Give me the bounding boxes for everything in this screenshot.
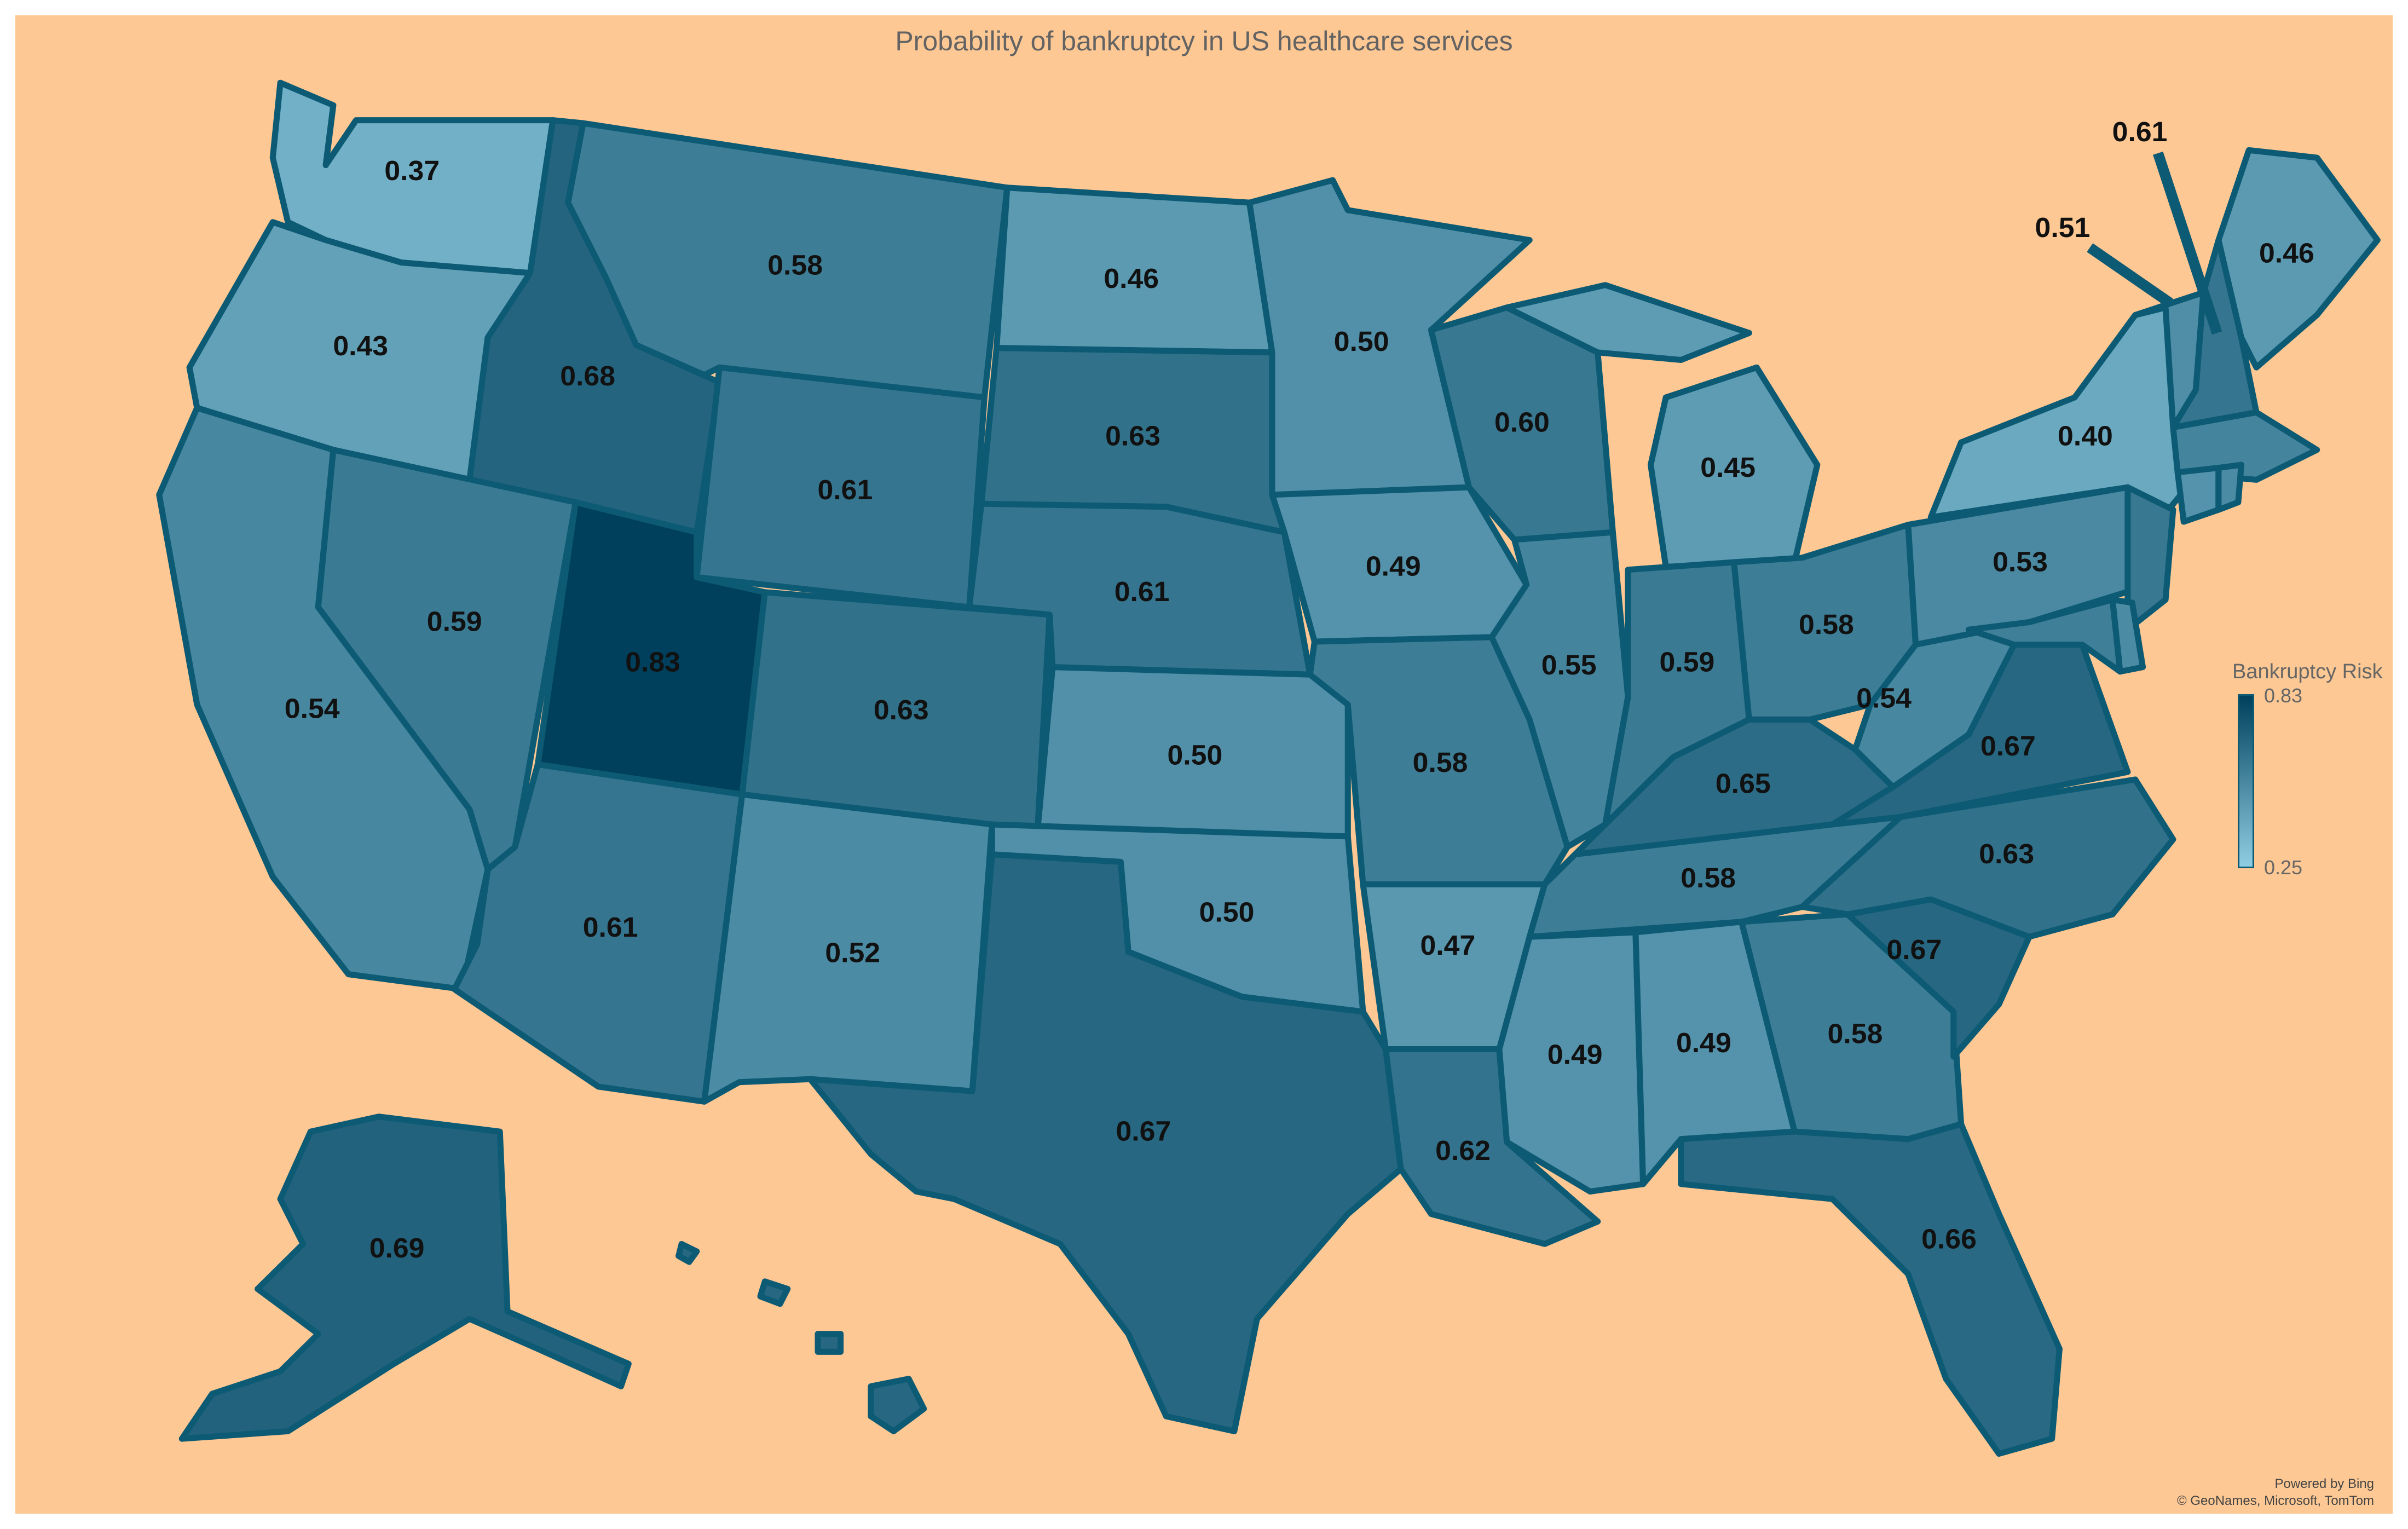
value-label-michigan: 0.45 bbox=[1700, 451, 1756, 483]
value-label-arizona: 0.61 bbox=[583, 911, 638, 943]
state-maine[interactable] bbox=[2215, 147, 2381, 371]
state-massachusetts[interactable] bbox=[2170, 409, 2320, 483]
value-label-missouri: 0.58 bbox=[1413, 746, 1468, 778]
callouts-layer bbox=[2087, 151, 2222, 335]
value-label-oregon: 0.43 bbox=[333, 330, 388, 361]
callout-line-new-hampshire bbox=[2153, 151, 2222, 335]
value-label-illinois: 0.55 bbox=[1541, 649, 1597, 680]
value-label-mississippi: 0.49 bbox=[1547, 1038, 1603, 1070]
value-label-new-mexico: 0.52 bbox=[825, 937, 880, 968]
value-label-kansas: 0.50 bbox=[1168, 739, 1223, 771]
value-label-alaska: 0.69 bbox=[369, 1232, 425, 1263]
state-connecticut[interactable] bbox=[2174, 465, 2222, 525]
value-label-wisconsin: 0.60 bbox=[1494, 406, 1550, 438]
value-label-kentucky: 0.65 bbox=[1716, 768, 1771, 799]
value-label-washington: 0.37 bbox=[384, 154, 440, 186]
value-label-iowa: 0.49 bbox=[1366, 550, 1421, 582]
attribution-powered-by: Powered by Bing bbox=[2274, 1476, 2374, 1491]
value-label-new-york: 0.40 bbox=[2058, 420, 2113, 452]
state-north-carolina[interactable] bbox=[1799, 776, 2176, 940]
state-hawaii[interactable] bbox=[675, 1240, 927, 1434]
value-label-idaho: 0.68 bbox=[560, 360, 615, 391]
value-label-texas: 0.67 bbox=[1116, 1115, 1171, 1147]
value-label-maine: 0.46 bbox=[2259, 237, 2314, 269]
value-label-montana: 0.58 bbox=[767, 249, 823, 281]
state-illinois[interactable] bbox=[1488, 529, 1631, 850]
chart-title: Probability of bankruptcy in US healthca… bbox=[895, 26, 1513, 56]
value-label-virginia: 0.67 bbox=[1980, 730, 2036, 761]
legend-title: Bankruptcy Risk bbox=[2232, 660, 2383, 683]
value-label-georgia: 0.58 bbox=[1828, 1018, 1883, 1049]
value-label-minnesota: 0.50 bbox=[1334, 325, 1389, 357]
state-texas[interactable] bbox=[807, 851, 1404, 1434]
state-kansas[interactable] bbox=[1034, 664, 1351, 840]
state-florida[interactable] bbox=[1678, 1121, 2063, 1457]
value-label-colorado: 0.63 bbox=[874, 694, 929, 725]
value-label-california: 0.54 bbox=[285, 693, 340, 724]
legend-min-label: 0.25 bbox=[2264, 856, 2303, 879]
value-label-west-virginia: 0.54 bbox=[1856, 682, 1912, 714]
state-new-jersey[interactable] bbox=[2124, 484, 2176, 633]
value-label-louisiana: 0.62 bbox=[1435, 1134, 1491, 1166]
map-frame: 0.37 0.43 0.54 0.68 0.59 0.58 0.61 0.83 0.61 0.63… bbox=[15, 15, 2393, 1514]
value-label-wyoming: 0.61 bbox=[818, 474, 873, 505]
attribution-copyright: © GeoNames, Microsoft, TomTom bbox=[2177, 1493, 2374, 1508]
map-attribution: Powered by Bing © GeoNames, Microsoft, T… bbox=[2177, 1475, 2374, 1509]
value-label-south-dakota: 0.63 bbox=[1105, 420, 1160, 452]
value-label-vermont: 0.51 bbox=[2035, 211, 2091, 243]
value-label-florida: 0.66 bbox=[1921, 1223, 1977, 1255]
callout-line-vermont bbox=[2087, 243, 2173, 308]
value-label-tennessee: 0.58 bbox=[1681, 862, 1736, 893]
value-label-oklahoma: 0.50 bbox=[1199, 896, 1255, 928]
value-label-north-carolina: 0.63 bbox=[1979, 838, 2034, 869]
state-delaware[interactable] bbox=[2109, 596, 2146, 675]
value-label-ohio: 0.58 bbox=[1799, 608, 1854, 640]
states-layer bbox=[156, 79, 2381, 1457]
state-alaska[interactable] bbox=[178, 1113, 632, 1442]
value-label-pennsylvania: 0.53 bbox=[1993, 546, 2048, 578]
value-label-south-carolina: 0.67 bbox=[1886, 933, 1942, 965]
labels-layer: 0.37 0.43 0.54 0.68 0.59 0.58 0.61 0.83 0.61 0.63… bbox=[285, 116, 2314, 1263]
us-choropleth-map[interactable]: 0.37 0.43 0.54 0.68 0.59 0.58 0.61 0.83 0.61 0.63… bbox=[15, 15, 2393, 1514]
value-label-nevada: 0.59 bbox=[427, 605, 482, 637]
value-label-arkansas: 0.47 bbox=[1420, 929, 1475, 961]
value-label-north-dakota: 0.46 bbox=[1104, 262, 1159, 294]
value-label-new-hampshire: 0.61 bbox=[2112, 116, 2168, 147]
legend-max-label: 0.83 bbox=[2264, 684, 2303, 707]
value-label-nebraska: 0.61 bbox=[1115, 575, 1170, 607]
value-label-utah: 0.83 bbox=[625, 646, 680, 678]
state-rhode-island[interactable] bbox=[2215, 461, 2244, 513]
value-label-alabama: 0.49 bbox=[1676, 1026, 1731, 1058]
legend-gradient-bar bbox=[2238, 694, 2254, 868]
value-label-indiana: 0.59 bbox=[1660, 646, 1715, 678]
